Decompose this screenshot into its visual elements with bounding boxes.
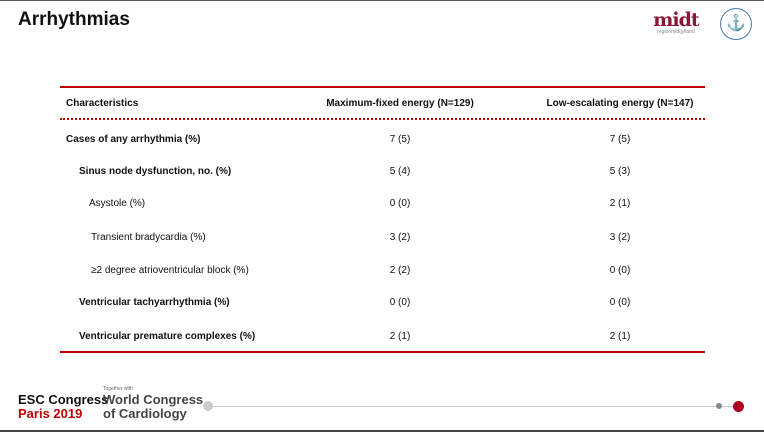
table-top-rule [60, 86, 705, 88]
esc-line1: ESC Congress [18, 392, 109, 407]
table-row: Sinus node dysfunction, no. (%) 5 (4) 5 … [60, 166, 705, 182]
header-fixed-energy: Maximum-fixed energy (N=129) [326, 98, 474, 109]
row-label: Transient bradycardia (%) [91, 232, 206, 243]
table-bottom-rule [60, 351, 705, 353]
header-characteristics: Characteristics [66, 98, 139, 109]
cell-escalating: 2 (1) [609, 331, 631, 342]
header-escalating-energy: Low-escalating energy (N=147) [546, 98, 694, 109]
cell-fixed: 0 (0) [389, 297, 411, 308]
cell-escalating: 2 (1) [609, 198, 631, 209]
together-with-text: Together with [103, 386, 133, 392]
page-title: Arrhythmias [18, 9, 130, 30]
wc-line1: World Congress [103, 392, 204, 407]
cell-fixed: 0 (0) [389, 198, 411, 209]
cell-fixed: 2 (2) [389, 265, 411, 276]
cell-fixed: 3 (2) [389, 232, 411, 243]
table-row: Cases of any arrhythmia (%) 7 (5) 7 (5) [60, 134, 705, 150]
table-row: ≥2 degree atrioventricular block (%) 2 (… [60, 265, 705, 281]
table-row: Asystole (%) 0 (0) 2 (1) [60, 198, 705, 214]
progress-marker-dot [716, 403, 722, 409]
row-label: Ventricular premature complexes (%) [79, 331, 256, 342]
esc-congress-logo: ESC Congress Paris 2019 [18, 393, 108, 421]
cell-escalating: 7 (5) [609, 134, 631, 145]
row-label: Sinus node dysfunction, no. (%) [79, 166, 232, 177]
frame-top-border [0, 0, 764, 1]
cell-escalating: 0 (0) [609, 297, 631, 308]
midt-logo-subtext: regionmidtjylland [657, 29, 695, 35]
row-label: Ventricular tachyarrhythmia (%) [79, 297, 230, 308]
midt-logo: midt regionmidtjylland [648, 9, 704, 36]
progress-track [208, 406, 718, 407]
frame-bottom-border [0, 430, 764, 432]
cell-escalating: 0 (0) [609, 265, 631, 276]
row-label: Cases of any arrhythmia (%) [66, 134, 201, 145]
cell-escalating: 3 (2) [609, 232, 631, 243]
row-label: ≥2 degree atrioventricular block (%) [91, 265, 249, 276]
wc-line2: of Cardiology [103, 406, 187, 421]
university-seal-icon: ⚓ [720, 8, 752, 40]
cell-fixed: 7 (5) [389, 134, 411, 145]
cell-fixed: 2 (1) [389, 331, 411, 342]
world-congress-logo: Together with World Congress of Cardiolo… [103, 385, 203, 421]
progress-end-dot [733, 401, 744, 412]
cell-escalating: 5 (3) [609, 166, 631, 177]
table-row: Transient bradycardia (%) 3 (2) 3 (2) [60, 232, 705, 248]
progress-start-dot [203, 401, 213, 411]
cell-fixed: 5 (4) [389, 166, 411, 177]
esc-line2: Paris 2019 [18, 406, 83, 421]
table-header: Characteristics Maximum-fixed energy (N=… [60, 98, 705, 114]
row-label: Asystole (%) [89, 198, 146, 209]
table-row: Ventricular tachyarrhythmia (%) 0 (0) 0 … [60, 297, 705, 313]
table-header-rule [60, 118, 705, 120]
progress-link [722, 406, 733, 407]
midt-logo-text: midt [653, 9, 699, 31]
table-row: Ventricular premature complexes (%) 2 (1… [60, 331, 705, 347]
